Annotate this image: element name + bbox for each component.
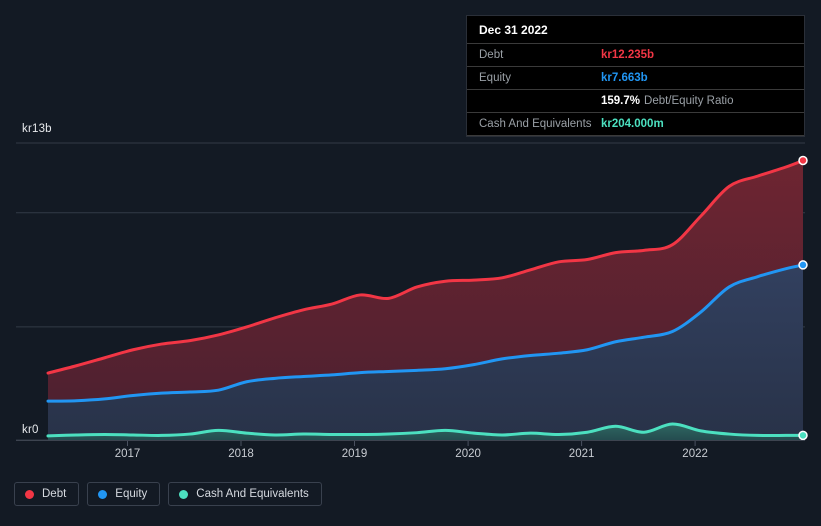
tooltip-rows: Debt kr12.235b Equity kr7.663b 159.7% Debt/Eq… [467, 43, 804, 136]
endpoint-marker [798, 155, 808, 166]
x-axis-year-label: 2021 [568, 448, 595, 460]
tooltip-row: Equity kr7.663b [467, 66, 804, 89]
chart-legend: Debt Equity Cash And Equivalents [14, 482, 322, 506]
legend-item-label: Equity [115, 488, 148, 500]
chart-tooltip: Dec 31 2022 Debt kr12.235b Equity kr7.663b 1… [466, 15, 805, 137]
legend-dot-icon [179, 489, 189, 499]
y-axis-zero-label: kr0 [22, 424, 39, 436]
tooltip-row-value-group: kr7.663b [601, 72, 648, 84]
y-axis-top-label: kr13b [22, 123, 52, 135]
cash-line [46, 422, 805, 438]
tooltip-row-value-group: 159.7% Debt/Equity Ratio [601, 95, 734, 107]
tooltip-row-label: Debt [479, 49, 504, 61]
x-axis-year-label: 2022 [682, 448, 708, 460]
legend-dot-icon [25, 489, 34, 499]
chart-plot-area: kr13b kr0 2017 2018 2019 2020 2021 2022 [16, 123, 808, 460]
legend-item-equity[interactable]: Equity [87, 482, 161, 506]
tooltip-row-value: kr7.663b [601, 72, 648, 84]
tooltip-row-suffix: Debt/Equity Ratio [644, 95, 734, 107]
endpoint-marker [798, 260, 808, 270]
tooltip-row-value-group: kr12.235b [601, 49, 654, 61]
tooltip-row: Debt kr12.235b [467, 43, 804, 66]
legend-item-label: Cash And Equivalents [196, 488, 309, 500]
tooltip-row-value: kr204.000m [601, 118, 664, 130]
tooltip-row-value: kr12.235b [601, 49, 655, 61]
series-endpoint-markers [798, 155, 808, 441]
tooltip-row: Cash And Equivalents kr204.000m [467, 112, 804, 136]
tooltip-row-value: 159.7% [601, 95, 641, 107]
x-axis-year-label: 2019 [341, 448, 368, 460]
endpoint-marker [798, 430, 808, 441]
equity-area-fill [48, 264, 803, 440]
tooltip-date-title: Dec 31 2022 [479, 23, 548, 37]
legend-item-label: Debt [42, 488, 67, 500]
debt-line [46, 158, 805, 375]
equity-line [46, 263, 805, 403]
tooltip-row-label: Cash And Equivalents [479, 118, 592, 130]
x-axis-year-label: 2018 [228, 448, 254, 460]
legend-item-cash-and-equivalents[interactable]: Cash And Equivalents [168, 482, 322, 506]
chart-svg [16, 142, 808, 446]
tooltip-row-value-group: kr204.000m [601, 118, 664, 130]
tooltip-row: 159.7% Debt/Equity Ratio [467, 89, 804, 112]
x-axis-year-label: 2020 [455, 448, 481, 460]
legend-item-debt[interactable]: Debt [14, 482, 80, 506]
tooltip-row-label: Equity [479, 72, 511, 84]
x-axis-year-label: 2017 [114, 448, 141, 460]
legend-dot-icon [98, 489, 108, 499]
